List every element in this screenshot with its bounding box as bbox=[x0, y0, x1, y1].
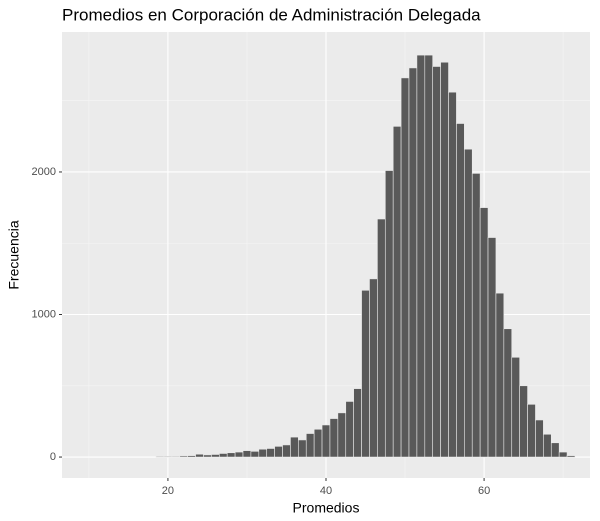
bar bbox=[250, 451, 260, 458]
bar bbox=[361, 289, 370, 458]
x-axis-label: Promedios bbox=[293, 500, 360, 516]
bar bbox=[495, 292, 505, 458]
x-tick-label: 20 bbox=[162, 485, 174, 497]
bar bbox=[456, 123, 465, 458]
bar bbox=[448, 91, 457, 458]
x-tick-label: 60 bbox=[478, 485, 490, 497]
bar bbox=[527, 404, 536, 458]
bar bbox=[471, 173, 481, 458]
bar bbox=[313, 428, 323, 458]
y-tick-label: 2000 bbox=[32, 166, 56, 178]
bar bbox=[155, 456, 165, 458]
bar bbox=[179, 455, 188, 458]
bar bbox=[282, 444, 291, 458]
bar bbox=[543, 433, 552, 458]
bar bbox=[242, 450, 252, 458]
chart-title: Promedios en Corporación de Administraci… bbox=[62, 5, 481, 24]
bar bbox=[369, 278, 378, 458]
bar bbox=[558, 451, 568, 458]
bar bbox=[305, 433, 315, 458]
bar bbox=[234, 451, 244, 458]
bar bbox=[511, 356, 520, 458]
bar bbox=[353, 388, 362, 458]
bar bbox=[550, 442, 560, 458]
bar bbox=[345, 401, 354, 458]
bar bbox=[218, 453, 228, 458]
y-axis-label: Frecuencia bbox=[6, 220, 22, 289]
bar bbox=[440, 61, 449, 458]
bar bbox=[424, 54, 434, 458]
bar bbox=[519, 385, 528, 458]
bar bbox=[321, 424, 331, 458]
bar bbox=[503, 328, 513, 458]
bar bbox=[290, 436, 299, 458]
bar bbox=[329, 418, 339, 458]
bar bbox=[266, 448, 275, 458]
bar bbox=[258, 448, 268, 458]
bar bbox=[226, 452, 236, 458]
bar bbox=[416, 54, 426, 458]
bar bbox=[337, 412, 347, 458]
bar bbox=[392, 126, 402, 458]
bar bbox=[377, 218, 386, 458]
bar bbox=[487, 237, 497, 458]
bar bbox=[163, 456, 173, 458]
bar bbox=[187, 455, 196, 458]
x-tick-label: 40 bbox=[320, 485, 332, 497]
bar bbox=[211, 454, 220, 458]
bar bbox=[384, 170, 394, 458]
bar bbox=[195, 453, 204, 458]
bar bbox=[566, 455, 576, 458]
bar bbox=[432, 66, 441, 458]
bar bbox=[203, 454, 212, 458]
bar bbox=[274, 446, 283, 458]
bar bbox=[479, 207, 489, 458]
y-tick-label: 0 bbox=[50, 451, 56, 463]
bar bbox=[408, 67, 418, 458]
bar bbox=[298, 439, 307, 458]
bar bbox=[400, 77, 410, 458]
bar bbox=[171, 456, 181, 458]
bar bbox=[535, 419, 544, 458]
y-tick-label: 1000 bbox=[32, 308, 56, 320]
bar bbox=[464, 148, 473, 458]
